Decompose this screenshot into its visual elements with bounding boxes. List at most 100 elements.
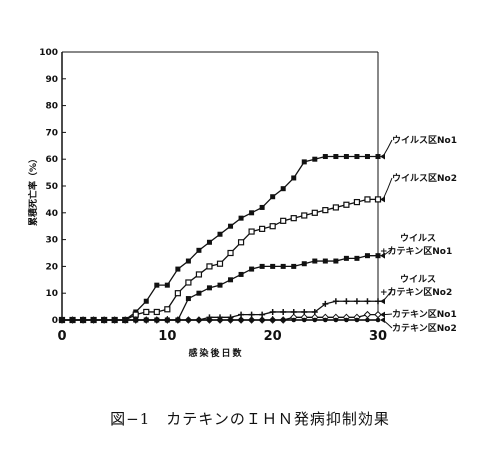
data-point [154, 282, 160, 288]
y-tick-label: 70 [45, 128, 58, 138]
data-point [269, 308, 276, 315]
data-point [80, 317, 86, 323]
data-point [195, 271, 203, 278]
data-point [270, 317, 275, 323]
data-point [196, 317, 202, 323]
series-label: +カテキン区No2 [380, 287, 452, 298]
series-6 [59, 317, 381, 323]
data-point [332, 298, 339, 305]
data-point [343, 154, 349, 160]
leader-arrowhead [380, 317, 385, 323]
data-point [206, 263, 213, 270]
y-tick-label: 50 [45, 182, 58, 192]
data-point [164, 282, 170, 288]
data-point [333, 154, 339, 160]
data-point [354, 317, 360, 323]
y-tick-label: 90 [45, 75, 58, 85]
data-point [196, 290, 202, 296]
data-point [364, 196, 371, 203]
data-point [91, 317, 96, 323]
leader-arrowhead [380, 311, 385, 318]
data-point [143, 308, 150, 316]
y-tick-label: 0 [52, 316, 58, 326]
data-point [185, 279, 192, 286]
y-tick-label: 60 [45, 155, 58, 165]
data-point [322, 258, 328, 264]
data-point [186, 317, 191, 323]
data-point [249, 317, 254, 323]
data-point [228, 317, 233, 323]
data-point [227, 249, 234, 257]
data-point [153, 308, 160, 316]
data-point [301, 212, 308, 219]
data-point [248, 228, 255, 235]
data-point [175, 266, 181, 272]
series-label: カテキン区No2 [392, 323, 457, 334]
leader-arrowhead [380, 196, 385, 203]
data-point [312, 156, 318, 162]
data-point [344, 317, 349, 323]
data-point [291, 317, 297, 323]
data-point [311, 209, 318, 216]
y-tick-label: 80 [45, 102, 58, 112]
data-point [375, 154, 381, 160]
data-point [259, 317, 265, 323]
data-point [364, 298, 371, 305]
data-point [164, 306, 171, 313]
data-point [165, 317, 170, 323]
y-tick-label: 10 [45, 289, 58, 299]
data-point [207, 317, 212, 323]
data-point [343, 201, 350, 208]
data-point [101, 317, 107, 323]
series-label: ウイルス区No2 [392, 173, 457, 184]
y-axis-label: 累積死亡率（%） [27, 154, 39, 226]
data-point [312, 317, 318, 323]
data-point [217, 282, 223, 288]
leader-line [382, 177, 393, 200]
data-point [290, 215, 297, 222]
data-point [259, 225, 266, 232]
y-tick-label: 100 [39, 48, 58, 58]
series-label: +カテキン区No1 [380, 246, 452, 257]
data-point [238, 215, 244, 221]
x-tick-label: 0 [57, 329, 66, 344]
data-point [343, 255, 349, 261]
data-point [375, 317, 381, 323]
data-point [280, 263, 286, 269]
data-point [280, 317, 286, 323]
series-lines [58, 154, 382, 324]
data-point [185, 296, 191, 302]
data-point [332, 204, 339, 211]
series-label: カテキン区No1 [392, 309, 457, 320]
x-tick-label: 30 [369, 329, 387, 344]
data-point [374, 196, 382, 203]
data-point [365, 317, 370, 323]
data-point [185, 258, 191, 264]
data-point [291, 263, 297, 269]
data-point [59, 317, 65, 323]
data-point [343, 298, 350, 305]
data-point [174, 290, 181, 297]
data-point [259, 204, 265, 210]
series-label: ウイルス [400, 274, 436, 285]
data-point [322, 154, 328, 160]
y-tick-label: 20 [45, 262, 58, 272]
leader-arrowhead [380, 298, 385, 305]
data-point [122, 317, 128, 323]
data-point [143, 317, 149, 323]
y-tick-label: 40 [45, 209, 58, 219]
data-point [301, 159, 307, 165]
y-tick-label: 30 [45, 236, 58, 246]
data-point [323, 317, 328, 323]
data-point [196, 247, 202, 253]
leader-arrowhead [380, 153, 385, 160]
data-point [374, 310, 382, 319]
data-point [301, 317, 307, 323]
data-point [375, 253, 381, 259]
data-point [238, 317, 244, 323]
series-2 [58, 196, 382, 324]
data-point [175, 317, 181, 323]
data-point [133, 317, 139, 323]
data-point [238, 271, 244, 277]
